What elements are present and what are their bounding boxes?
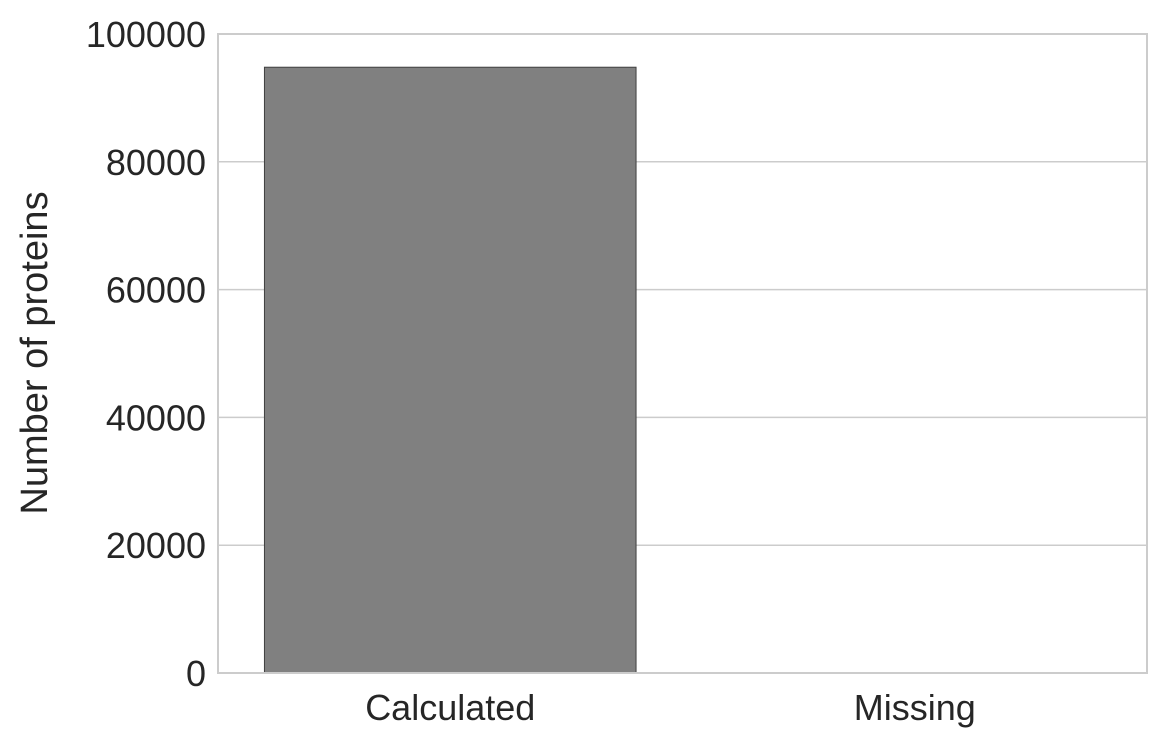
y-axis-label: Number of proteins	[14, 191, 56, 514]
bar-calculated	[263, 66, 637, 674]
y-tick-label: 20000	[106, 525, 206, 566]
y-tick-label: 0	[186, 653, 206, 694]
x-tick-label: Missing	[854, 687, 976, 728]
y-tick-label: 40000	[106, 397, 206, 438]
bars	[263, 66, 637, 674]
y-tick-label: 100000	[86, 14, 206, 55]
x-tick-label: Calculated	[365, 687, 535, 728]
y-tick-label: 80000	[106, 142, 206, 183]
plot-frame	[217, 33, 1148, 674]
x-tick-labels: Calculated Missing	[365, 687, 976, 728]
y-tick-labels: 0 20000 40000 60000 80000 100000	[86, 14, 206, 694]
y-tick-label: 60000	[106, 270, 206, 311]
